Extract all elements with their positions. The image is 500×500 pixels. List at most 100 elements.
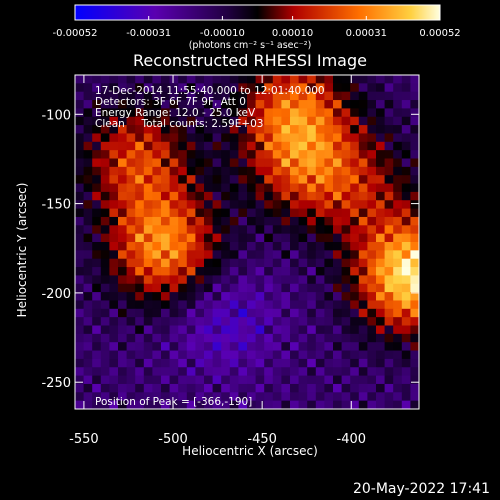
heatmap-cell [376, 242, 386, 251]
heatmap-cell [186, 250, 196, 260]
heatmap-cell [126, 233, 136, 243]
heatmap-cell [264, 283, 274, 293]
heatmap-cell [178, 350, 188, 360]
heatmap-cell [393, 333, 403, 343]
heatmap-cell [100, 100, 110, 109]
heatmap-cell [401, 308, 411, 318]
heatmap-cell [186, 358, 196, 368]
heatmap-cell [109, 283, 119, 293]
heatmap-cell [401, 392, 411, 402]
heatmap-cell [169, 191, 179, 201]
heatmap-cell [178, 267, 188, 276]
heatmap-cell [401, 183, 411, 193]
heatmap-cell [255, 358, 265, 368]
colorbar-tick-label: -0.00010 [200, 28, 245, 39]
heatmap-cell [238, 367, 248, 377]
heatmap-cell [410, 367, 420, 377]
heatmap-cell [229, 91, 239, 101]
heatmap-cell [186, 83, 196, 93]
heatmap-cell [341, 166, 351, 176]
heatmap-cell [178, 367, 188, 377]
heatmap-cell [92, 100, 102, 109]
heatmap-cell [401, 216, 411, 226]
heatmap-cell [186, 275, 196, 285]
heatmap-cell [393, 158, 403, 168]
heatmap-cell [341, 208, 351, 218]
heatmap-cell [126, 83, 136, 93]
heatmap-cell [358, 183, 368, 193]
heatmap-cell [100, 292, 110, 301]
heatmap-cell [169, 116, 179, 126]
heatmap-cell [350, 208, 360, 218]
heatmap-cell [324, 233, 334, 243]
heatmap-cell [126, 308, 136, 318]
heatmap-cell [229, 375, 239, 385]
heatmap-cell [333, 133, 343, 143]
heatmap-cell [358, 375, 368, 385]
heatmap-cell [272, 258, 282, 268]
heatmap-cell [367, 358, 377, 368]
heatmap-cell [384, 325, 394, 335]
heatmap-cell [410, 375, 420, 385]
heatmap-cell [186, 325, 196, 335]
heatmap-cell [384, 175, 394, 185]
heatmap-cell [324, 392, 334, 402]
heatmap-cell [178, 292, 188, 301]
heatmap-cell [384, 108, 394, 118]
heatmap-cell [100, 375, 110, 385]
heatmap-cell [384, 333, 394, 343]
heatmap-cell [204, 150, 214, 159]
heatmap-cell [118, 233, 128, 243]
heatmap-cell [83, 342, 93, 352]
heatmap-cell [384, 216, 394, 226]
heatmap-cell [204, 267, 214, 276]
heatmap-cell [143, 75, 153, 84]
heatmap-cell [152, 208, 162, 218]
heatmap-cell [118, 283, 128, 293]
heatmap-cell [135, 375, 145, 385]
heatmap-cell [152, 392, 162, 402]
heatmap-cell [315, 308, 325, 318]
heatmap-cell [143, 392, 153, 402]
heatmap-cell [376, 358, 386, 368]
heatmap-cell [367, 125, 377, 134]
heatmap-cell [350, 183, 360, 193]
heatmap-cell [238, 166, 248, 176]
heatmap-cell [135, 216, 145, 226]
heatmap-cell [247, 375, 257, 385]
heatmap-cell [161, 200, 171, 210]
heatmap-cell [178, 308, 188, 318]
heatmap-cell [126, 183, 136, 193]
heatmap-cell [143, 342, 153, 352]
heatmap-cell [135, 108, 145, 118]
heatmap-cell [255, 367, 265, 377]
heatmap-cell [178, 392, 188, 402]
heatmap-cell [264, 208, 274, 218]
heatmap-cell [350, 267, 360, 276]
heatmap-cell [350, 342, 360, 352]
heatmap-cell [221, 292, 231, 301]
heatmap-cell [264, 133, 274, 143]
heatmap-cell [384, 258, 394, 268]
heatmap-cell [75, 258, 85, 268]
heatmap-cell [410, 83, 420, 93]
heatmap-cell [324, 283, 334, 293]
heatmap-cell [229, 108, 239, 118]
heatmap-cell [75, 392, 85, 402]
heatmap-cell [92, 292, 102, 301]
heatmap-cell [118, 258, 128, 268]
heatmap-cell [358, 175, 368, 185]
y-tick-label: -200 [41, 287, 71, 302]
heatmap-cell [358, 367, 368, 377]
heatmap-cell [195, 300, 205, 310]
heatmap-cell [100, 350, 110, 360]
heatmap-cell [367, 342, 377, 352]
heatmap-cell [221, 317, 231, 326]
heatmap-cell [290, 267, 300, 276]
heatmap-cell [298, 242, 308, 251]
heatmap-cell [384, 75, 394, 84]
heatmap-cell [83, 233, 93, 243]
heatmap-cell [212, 400, 222, 410]
heatmap-cell [410, 308, 420, 318]
heatmap-cell [307, 275, 317, 285]
